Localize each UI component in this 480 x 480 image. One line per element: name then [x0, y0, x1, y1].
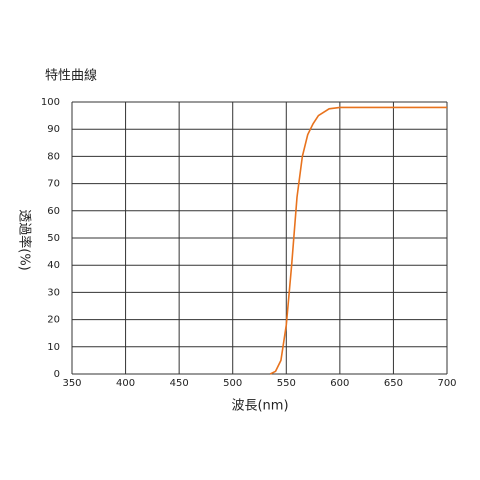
x-axis-label: 波長(nm)	[231, 399, 288, 414]
y-axis-label: 透過率(%)	[17, 209, 33, 271]
x-tick-label: 650	[384, 378, 403, 389]
data-line	[269, 106, 447, 375]
x-tick-label: 700	[437, 378, 456, 389]
y-tick-label: 100	[41, 97, 60, 108]
x-tick-label: 350	[62, 378, 81, 389]
y-tick-label: 10	[47, 342, 60, 353]
y-tick-label: 60	[47, 206, 60, 217]
x-tick-label: 600	[330, 378, 349, 389]
y-tick-label: 90	[47, 124, 60, 135]
y-tick-label: 20	[47, 315, 60, 326]
y-tick-label: 50	[47, 233, 60, 244]
x-tick-label: 450	[170, 378, 189, 389]
x-tick-label: 400	[116, 378, 135, 389]
y-tick-label: 30	[47, 287, 60, 298]
y-tick-label: 40	[47, 260, 60, 271]
y-tick-label: 80	[47, 151, 60, 162]
chart-title: 特性曲線	[45, 68, 97, 84]
y-tick-label: 70	[47, 179, 60, 190]
x-tick-label: 500	[223, 378, 242, 389]
x-tick-label: 550	[277, 378, 296, 389]
y-tick-label: 0	[54, 369, 60, 380]
